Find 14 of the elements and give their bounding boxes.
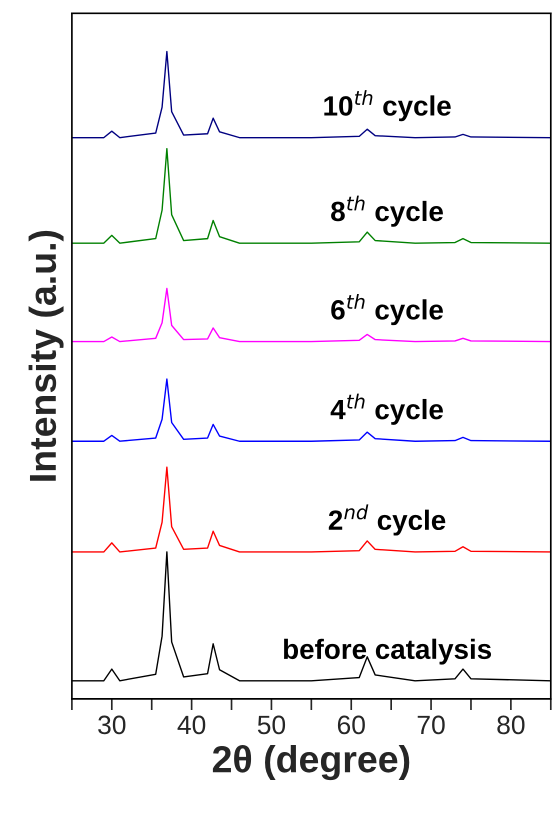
series-label: 4$^{th}$ cycle	[330, 394, 443, 425]
x-tick-label: 50	[258, 716, 286, 734]
y-axis-title: Intensity (a.u.)	[28, 230, 64, 481]
x-tick-label: 70	[418, 716, 445, 734]
x-tick-label: 40	[178, 716, 206, 734]
x-tick-label: 80	[497, 716, 525, 734]
series-label: before catalysis	[284, 638, 492, 665]
series-label: 6$^{th}$ cycle	[331, 294, 443, 326]
x-axis-title: 2θ (degree)	[212, 745, 410, 780]
series-label: 8$^{th}$ cycle	[331, 196, 443, 227]
series-label: 10$^{th}$ cycle	[324, 90, 451, 122]
x-tick-label: 30	[98, 716, 126, 734]
series-label: 2$^{nd}$ cycle	[328, 504, 446, 536]
x-tick-label: 60	[338, 716, 365, 734]
